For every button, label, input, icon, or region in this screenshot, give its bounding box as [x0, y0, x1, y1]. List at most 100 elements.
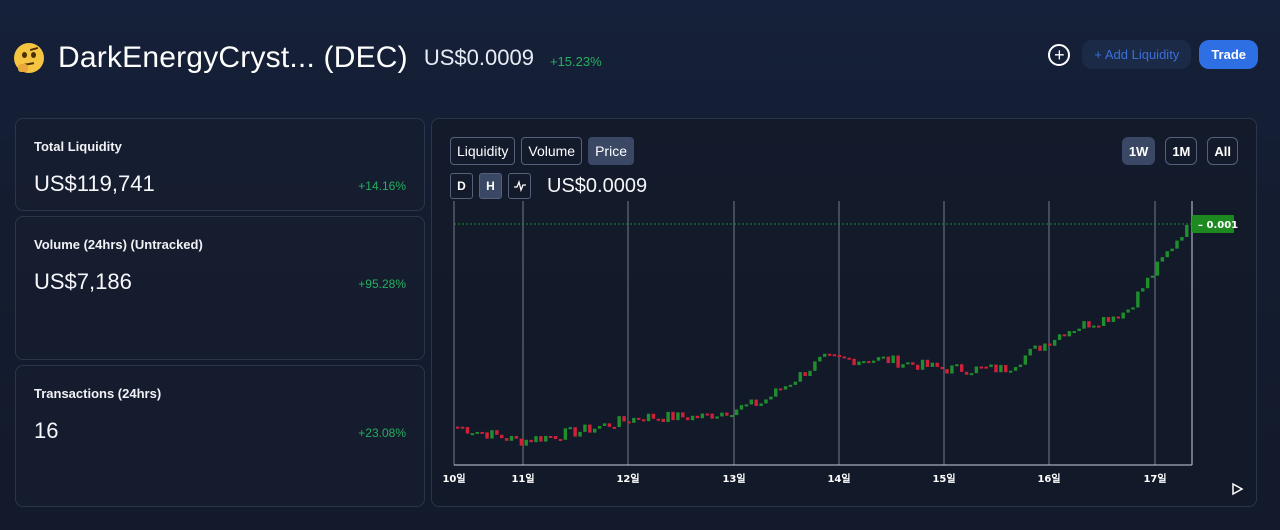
- candle: [974, 366, 979, 374]
- stat-change: +23.08%: [358, 426, 406, 440]
- candle: [646, 413, 651, 422]
- candle: [1165, 251, 1169, 258]
- candle: [519, 438, 524, 446]
- candle: [700, 413, 705, 419]
- candle: [1057, 334, 1062, 340]
- candle: [1116, 316, 1120, 319]
- candle: [1087, 321, 1091, 328]
- candle: [607, 423, 612, 427]
- play-icon[interactable]: [1230, 482, 1244, 496]
- x-tick-label: 17일: [1143, 472, 1166, 485]
- candle: [651, 413, 656, 419]
- candle: [465, 427, 470, 434]
- candle: [622, 416, 626, 422]
- candle: [1008, 370, 1013, 373]
- candle: [969, 373, 974, 376]
- candle: [783, 386, 788, 390]
- candlestick-chart[interactable]: 10일 11일 12일 13일 14일 15일 16일 17일 – 0.001: [432, 119, 1257, 507]
- candle: [1082, 321, 1086, 329]
- candle: [1160, 257, 1165, 262]
- candle: [1136, 291, 1140, 308]
- candle: [1097, 325, 1101, 328]
- token-price-change: +15.23%: [549, 53, 602, 69]
- candle: [509, 435, 514, 441]
- candle: [470, 433, 475, 436]
- candle: [837, 355, 842, 358]
- candle: [641, 419, 646, 422]
- candle: [832, 354, 837, 357]
- candle: [827, 353, 832, 356]
- candle: [1038, 345, 1042, 351]
- line-chart-icon[interactable]: [508, 173, 531, 199]
- mode-hourly[interactable]: H: [479, 173, 502, 199]
- candle: [925, 359, 930, 367]
- candle: [999, 365, 1003, 373]
- candle: [734, 409, 739, 416]
- candle: [764, 399, 768, 404]
- candle: [681, 412, 685, 418]
- candle: [1072, 331, 1076, 334]
- candle: [637, 417, 641, 420]
- candle: [881, 356, 886, 359]
- tab-volume[interactable]: Volume: [521, 137, 583, 165]
- candle: [1141, 288, 1145, 292]
- last-price-tag: [1192, 215, 1234, 233]
- range-1m[interactable]: 1M: [1165, 137, 1198, 165]
- candle: [612, 426, 616, 429]
- candle: [671, 411, 675, 421]
- candle: [1052, 339, 1057, 346]
- token-name: DarkEnergyCryst... (DEC): [58, 41, 408, 74]
- tab-price[interactable]: Price: [588, 137, 634, 165]
- x-tick-label: 12일: [616, 472, 639, 485]
- candle: [994, 364, 998, 373]
- candle: [539, 436, 543, 442]
- candle: [915, 364, 920, 370]
- candle: [1170, 248, 1174, 252]
- interval-modes: D H US$0.0009: [450, 173, 647, 199]
- candle: [960, 364, 964, 372]
- candle: [950, 365, 954, 374]
- candle: [695, 415, 700, 419]
- mode-daily[interactable]: D: [450, 173, 473, 199]
- candle: [1028, 348, 1032, 356]
- token-price: US$0.0009: [423, 45, 534, 70]
- tab-liquidity[interactable]: Liquidity: [450, 137, 516, 165]
- candle: [597, 425, 602, 429]
- candle: [1106, 316, 1111, 322]
- candle: [529, 439, 533, 443]
- candle: [955, 364, 959, 367]
- candle: [690, 415, 695, 421]
- candle: [548, 435, 553, 438]
- candle: [593, 428, 597, 433]
- candle: [1150, 275, 1155, 278]
- range-1w[interactable]: 1W: [1121, 137, 1156, 165]
- candle: [666, 411, 670, 423]
- x-tick-label: 16일: [1037, 472, 1060, 485]
- x-tick-label: 14일: [827, 472, 850, 485]
- candle: [920, 359, 925, 370]
- candle: [456, 426, 460, 429]
- candle: [1033, 345, 1037, 349]
- x-tick-label: 10일: [442, 472, 465, 485]
- candle: [862, 361, 866, 364]
- candle: [632, 417, 636, 423]
- candle: [1004, 365, 1008, 373]
- candle: [867, 361, 871, 364]
- candle: [1101, 316, 1106, 327]
- candle: [798, 372, 802, 382]
- candle: [578, 431, 582, 437]
- plus-circle-icon[interactable]: +: [1048, 43, 1071, 66]
- candle: [906, 362, 910, 365]
- candle: [1077, 328, 1081, 332]
- candle: [1067, 331, 1072, 337]
- candle: [852, 358, 856, 366]
- candle: [1155, 261, 1160, 276]
- stat-value: US$119,741: [34, 171, 155, 196]
- range-all[interactable]: All: [1207, 137, 1238, 165]
- candle: [759, 403, 763, 406]
- candle: [778, 388, 783, 391]
- trade-button[interactable]: Trade: [1199, 40, 1258, 69]
- candle: [558, 439, 563, 442]
- chart-tabs: Liquidity Volume Price: [450, 137, 634, 165]
- add-liquidity-button[interactable]: + Add Liquidity: [1082, 40, 1192, 69]
